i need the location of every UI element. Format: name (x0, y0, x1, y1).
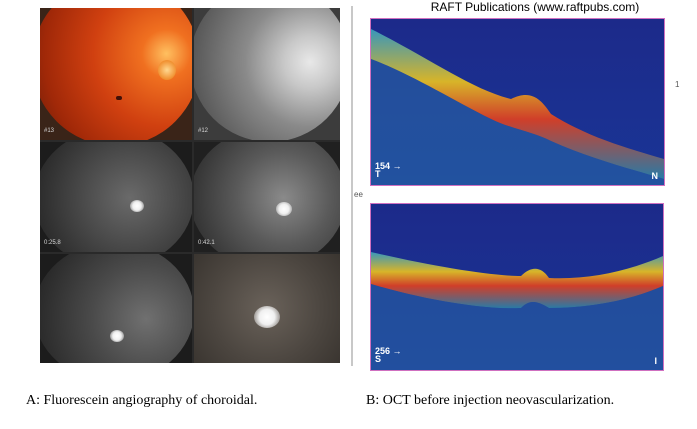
scan-number: 256 (375, 346, 391, 356)
fundus-disc (194, 142, 340, 252)
hyperfluorescent-lesion (254, 306, 280, 328)
oct-scan-bottom: 256 → S I (370, 203, 664, 371)
tile-label: 0:42.1 (198, 240, 215, 246)
fundus-disc (40, 254, 192, 363)
stray-text: ee (354, 190, 363, 199)
red-free-photo: #12 (194, 8, 340, 140)
tile-label: 0:25.8 (44, 240, 61, 246)
lesion-mark (116, 96, 122, 100)
fluorescein-angiography-panel: #13 #12 0:25.8 0:42.1 (40, 8, 340, 363)
angiogram-late (40, 254, 192, 363)
oct-retina-layers (371, 252, 663, 370)
caption-a: A: Fluorescein angiography of choroidal. (26, 393, 258, 408)
panel-divider (351, 6, 353, 366)
stray-text: 1 (675, 80, 680, 89)
scan-marker: 154 → T (375, 161, 402, 179)
hyperfluorescent-lesion (110, 330, 124, 342)
optic-disc (158, 60, 176, 80)
angiogram-early: 0:25.8 (40, 142, 192, 252)
oct-scan-top: 154 → T N (370, 18, 665, 186)
hyperfluorescent-lesion (130, 200, 144, 212)
angiogram-magnified (194, 254, 340, 363)
hyperfluorescent-lesion (276, 202, 292, 216)
color-fundus-photo: #13 (40, 8, 192, 140)
tile-label: #12 (198, 128, 209, 134)
fundus-disc (40, 142, 192, 252)
scan-direction: S (375, 354, 382, 364)
scan-marker: 256 → S (375, 346, 402, 364)
scan-direction: T (375, 169, 381, 179)
angiogram-mid: 0:42.1 (194, 142, 340, 252)
tile-label: #13 (44, 128, 55, 134)
fundus-disc (194, 8, 340, 140)
oct-retina-layers (371, 29, 664, 185)
orientation-label: I (654, 356, 657, 366)
caption-b: B: OCT before injection neovascularizati… (366, 393, 615, 408)
orientation-label: N (651, 171, 659, 181)
publisher-header: RAFT Publications (www.raftpubs.com) (430, 0, 640, 14)
scan-number: 154 (375, 161, 391, 171)
